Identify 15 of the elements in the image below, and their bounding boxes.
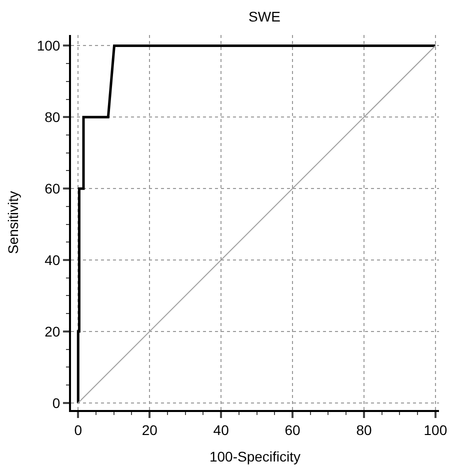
y-tick-label: 0 <box>52 394 60 411</box>
x-tick-label: 20 <box>142 422 158 438</box>
y-tick-label: 20 <box>44 323 60 340</box>
x-tick-label: 60 <box>284 422 301 438</box>
y-tick-label: 60 <box>44 180 60 196</box>
x-tick-label: 100 <box>424 422 448 438</box>
x-axis-title: 100-Specificity <box>209 448 301 465</box>
x-tick-label: 80 <box>356 422 372 438</box>
y-tick-label: 80 <box>44 109 60 126</box>
y-tick-label: 40 <box>44 252 60 268</box>
y-tick-label: 100 <box>36 38 60 54</box>
x-tick-label: 0 <box>74 422 82 438</box>
chart-title: SWE <box>248 8 280 25</box>
y-axis-title: Sensitivity <box>4 190 21 254</box>
x-tick-label: 40 <box>213 422 230 438</box>
